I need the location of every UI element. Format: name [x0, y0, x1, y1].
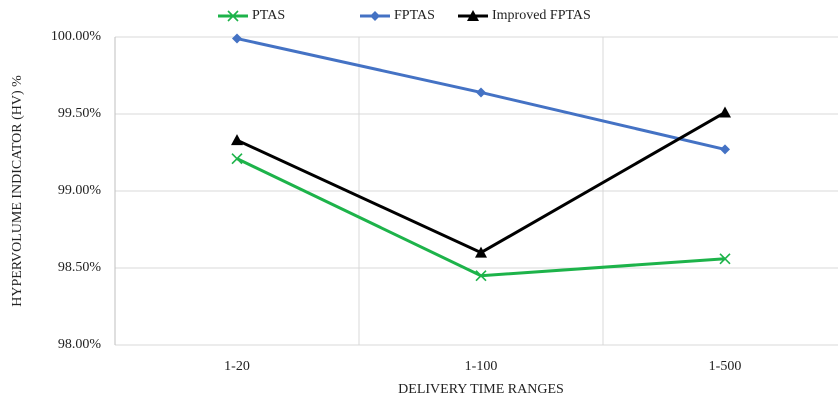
- legend-marker: [227, 10, 239, 22]
- x-tick-label: 1-500: [709, 359, 742, 374]
- series-line: [236, 157, 726, 278]
- legend-marker: [370, 11, 380, 21]
- y-tick-label: 98.50%: [58, 260, 102, 275]
- point: [720, 144, 730, 155]
- point: [231, 153, 243, 165]
- x-tick-label: 1-100: [465, 359, 498, 374]
- legend-label: PTAS: [252, 8, 285, 23]
- y-axis-label: HYPERVOLUME INDICATOR (HV) %: [10, 75, 25, 307]
- point: [475, 246, 487, 258]
- point: [231, 134, 243, 146]
- y-tick-label: 100.00%: [51, 29, 102, 44]
- legend-label: FPTAS: [394, 8, 435, 23]
- y-tick-label: 98.00%: [58, 337, 102, 352]
- legend-label: Improved FPTAS: [492, 8, 591, 23]
- legend-marker: [467, 10, 479, 21]
- point: [719, 253, 731, 265]
- x-tick-label: 1-20: [224, 359, 250, 374]
- point: [719, 106, 731, 118]
- x-axis-label: DELIVERY TIME RANGES: [398, 382, 564, 397]
- y-tick-label: 99.50%: [58, 106, 102, 121]
- y-tick-label: 99.00%: [58, 183, 102, 198]
- point: [232, 33, 242, 44]
- point: [475, 270, 487, 282]
- point: [476, 87, 486, 98]
